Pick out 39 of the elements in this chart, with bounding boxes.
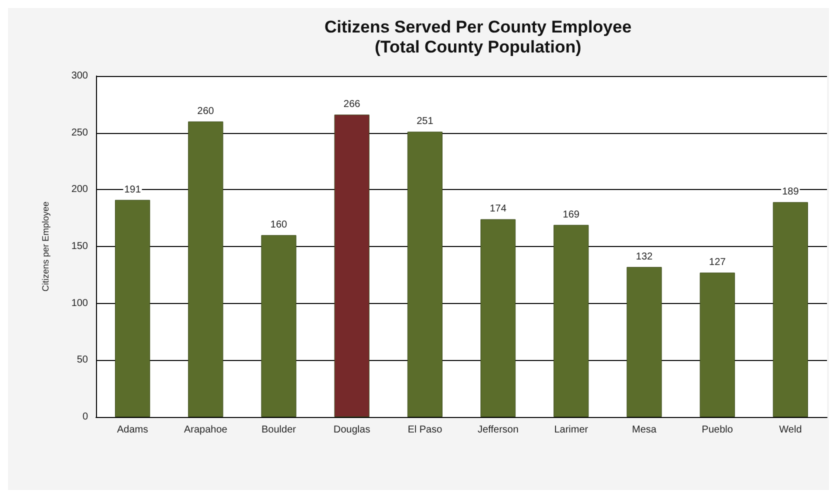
y-tick-label: 50	[76, 354, 88, 366]
bar	[334, 114, 370, 417]
bar	[407, 132, 442, 417]
bar	[700, 272, 735, 417]
data-label: 169	[562, 209, 580, 220]
y-tick-label: 250	[71, 127, 88, 138]
y-tick-label: 200	[71, 184, 88, 196]
bar	[626, 266, 662, 417]
x-tick-label: Adams	[116, 424, 148, 436]
y-tick-label: 150	[71, 241, 88, 252]
data-label: 260	[197, 106, 214, 117]
data-label: 174	[490, 204, 507, 215]
x-tick-label: Weld	[779, 424, 802, 436]
chart-title: Citizens Served Per County Employee (Total County Population)	[324, 18, 632, 56]
bar	[261, 235, 296, 417]
x-tick-label: Larimer	[554, 424, 589, 436]
bar	[772, 202, 808, 417]
x-tick-label: Boulder	[262, 424, 297, 436]
y-axis-title: Citizens per Employee	[40, 201, 50, 292]
data-label: 189	[782, 186, 800, 198]
x-tick-label: Mesa	[632, 424, 657, 436]
bar	[115, 200, 150, 417]
y-tick-label: 300	[71, 70, 88, 82]
bar	[480, 219, 516, 417]
data-label: 160	[270, 220, 288, 231]
y-tick-label: 0	[82, 412, 88, 422]
data-label: 251	[416, 116, 434, 128]
x-tick-label: El Paso	[408, 424, 443, 436]
data-label: 191	[124, 184, 142, 196]
bar	[188, 121, 224, 417]
x-tick-label: Douglas	[334, 424, 370, 436]
data-label: 132	[636, 251, 654, 262]
x-tick-label: Pueblo	[702, 424, 734, 436]
data-label: 127	[709, 257, 726, 268]
data-label: 266	[344, 99, 361, 110]
x-tick-label: Jefferson	[478, 424, 519, 436]
bar	[554, 224, 589, 417]
x-tick-label: Arapahoe	[184, 424, 228, 436]
y-tick-label: 100	[71, 298, 88, 309]
